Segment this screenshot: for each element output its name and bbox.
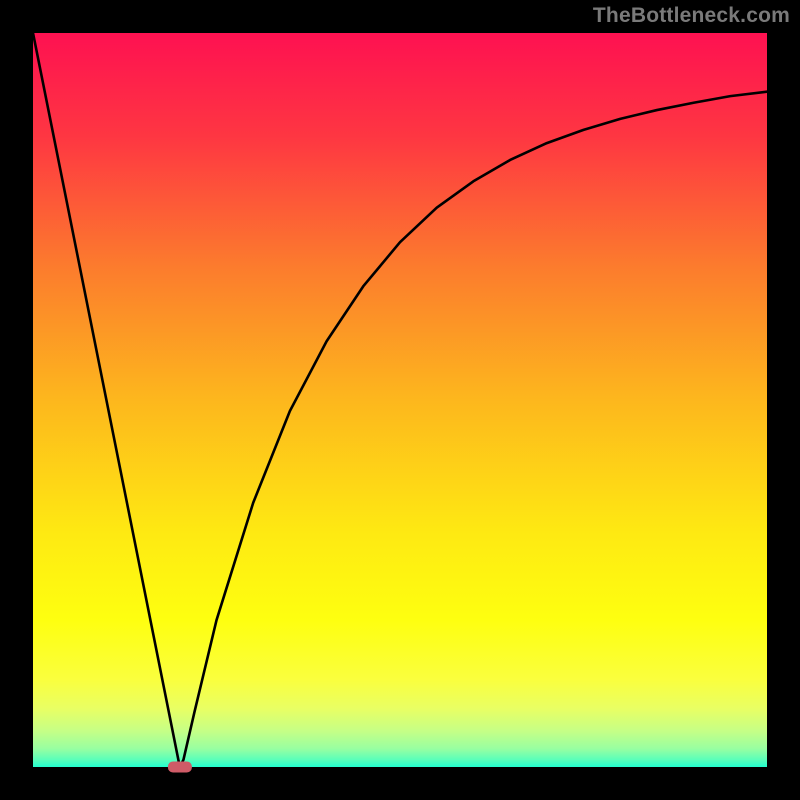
bottleneck-curve bbox=[33, 33, 767, 767]
plot-area bbox=[33, 33, 767, 767]
min-point-marker bbox=[168, 762, 192, 773]
curve-layer bbox=[33, 33, 767, 767]
watermark-text: TheBottleneck.com bbox=[593, 4, 790, 28]
chart-frame: TheBottleneck.com bbox=[0, 0, 800, 800]
